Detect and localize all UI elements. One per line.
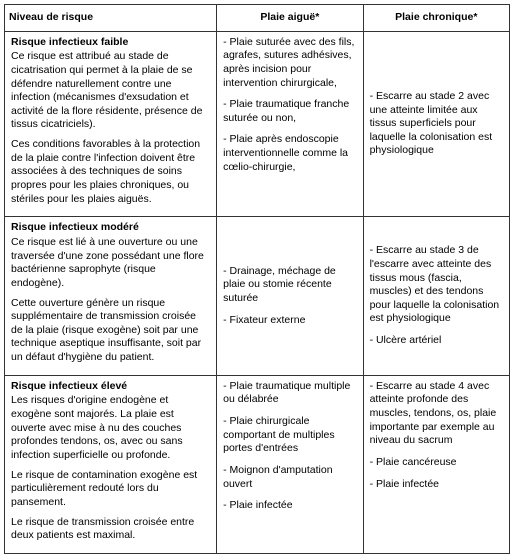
list-item: - Plaie cancéreuse xyxy=(370,456,503,470)
list-item: - Plaie chirurgicale comportant de multi… xyxy=(223,415,356,456)
cell-chronique: - Escarre au stade 4 avec atteinte profo… xyxy=(363,375,509,553)
cell-niveau: Risque infectieux élevé Les risques d'or… xyxy=(5,375,217,553)
cell-aigue: - Plaie suturée avec des fils, agrafes, … xyxy=(217,31,363,217)
header-niveau: Niveau de risque xyxy=(5,5,217,32)
header-chronique: Plaie chronique* xyxy=(363,5,509,32)
list-item: - Moignon d'amputation ouvert xyxy=(223,464,356,491)
list-item: - Plaie infectée xyxy=(370,478,503,492)
list-item: - Escarre au stade 4 avec atteinte profo… xyxy=(370,380,503,448)
cell-aigue: - Drainage, méchage de plaie ou stomie r… xyxy=(217,217,363,375)
list-item: - Plaie traumatique franche suturée ou n… xyxy=(223,98,356,125)
table-row: Risque infectieux élevé Les risques d'or… xyxy=(5,375,510,553)
cell-niveau: Risque infectieux modéré Ce risque est l… xyxy=(5,217,217,375)
list-item: - Plaie infectée xyxy=(223,499,356,513)
list-item: - Escarre au stade 3 de l'escarre avec a… xyxy=(370,244,503,326)
list-item: - Drainage, méchage de plaie ou stomie r… xyxy=(223,265,356,306)
risk-level-table: Niveau de risque Plaie aiguë* Plaie chro… xyxy=(4,4,510,554)
row-desc: Cette ouverture génère un risque supplém… xyxy=(11,297,210,365)
list-item: - Ulcère artériel xyxy=(370,334,503,348)
table-header-row: Niveau de risque Plaie aiguë* Plaie chro… xyxy=(5,5,510,32)
row-desc: Ce risque est attribué au stade de cicat… xyxy=(11,50,210,132)
row-desc: Le risque de transmission croisée entre … xyxy=(11,516,210,543)
row-title: Risque infectieux faible xyxy=(11,36,210,50)
row-title: Risque infectieux modéré xyxy=(11,221,210,235)
cell-niveau: Risque infectieux faible Ce risque est a… xyxy=(5,31,217,217)
row-desc: Le risque de contamination exogène est p… xyxy=(11,469,210,510)
cell-chronique: - Escarre au stade 2 avec une atteinte l… xyxy=(363,31,509,217)
cell-chronique: - Escarre au stade 3 de l'escarre avec a… xyxy=(363,217,509,375)
list-item: - Escarre au stade 2 avec une atteinte l… xyxy=(370,90,503,158)
row-desc: Ces conditions favorables à la protectio… xyxy=(11,138,210,206)
list-item: - Fixateur externe xyxy=(223,314,356,328)
list-item: - Plaie suturée avec des fils, agrafes, … xyxy=(223,36,356,91)
row-desc: Ce risque est lié à une ouverture ou une… xyxy=(11,236,210,291)
table-row: Risque infectieux modéré Ce risque est l… xyxy=(5,217,510,375)
cell-aigue: - Plaie traumatique multiple ou délabrée… xyxy=(217,375,363,553)
row-desc: Les risques d'origine endogène et exogèn… xyxy=(11,394,210,462)
list-item: - Plaie traumatique multiple ou délabrée xyxy=(223,380,356,407)
header-aigue: Plaie aiguë* xyxy=(217,5,363,32)
list-item: - Plaie après endoscopie interventionnel… xyxy=(223,133,356,174)
row-title: Risque infectieux élevé xyxy=(11,380,210,394)
table-row: Risque infectieux faible Ce risque est a… xyxy=(5,31,510,217)
